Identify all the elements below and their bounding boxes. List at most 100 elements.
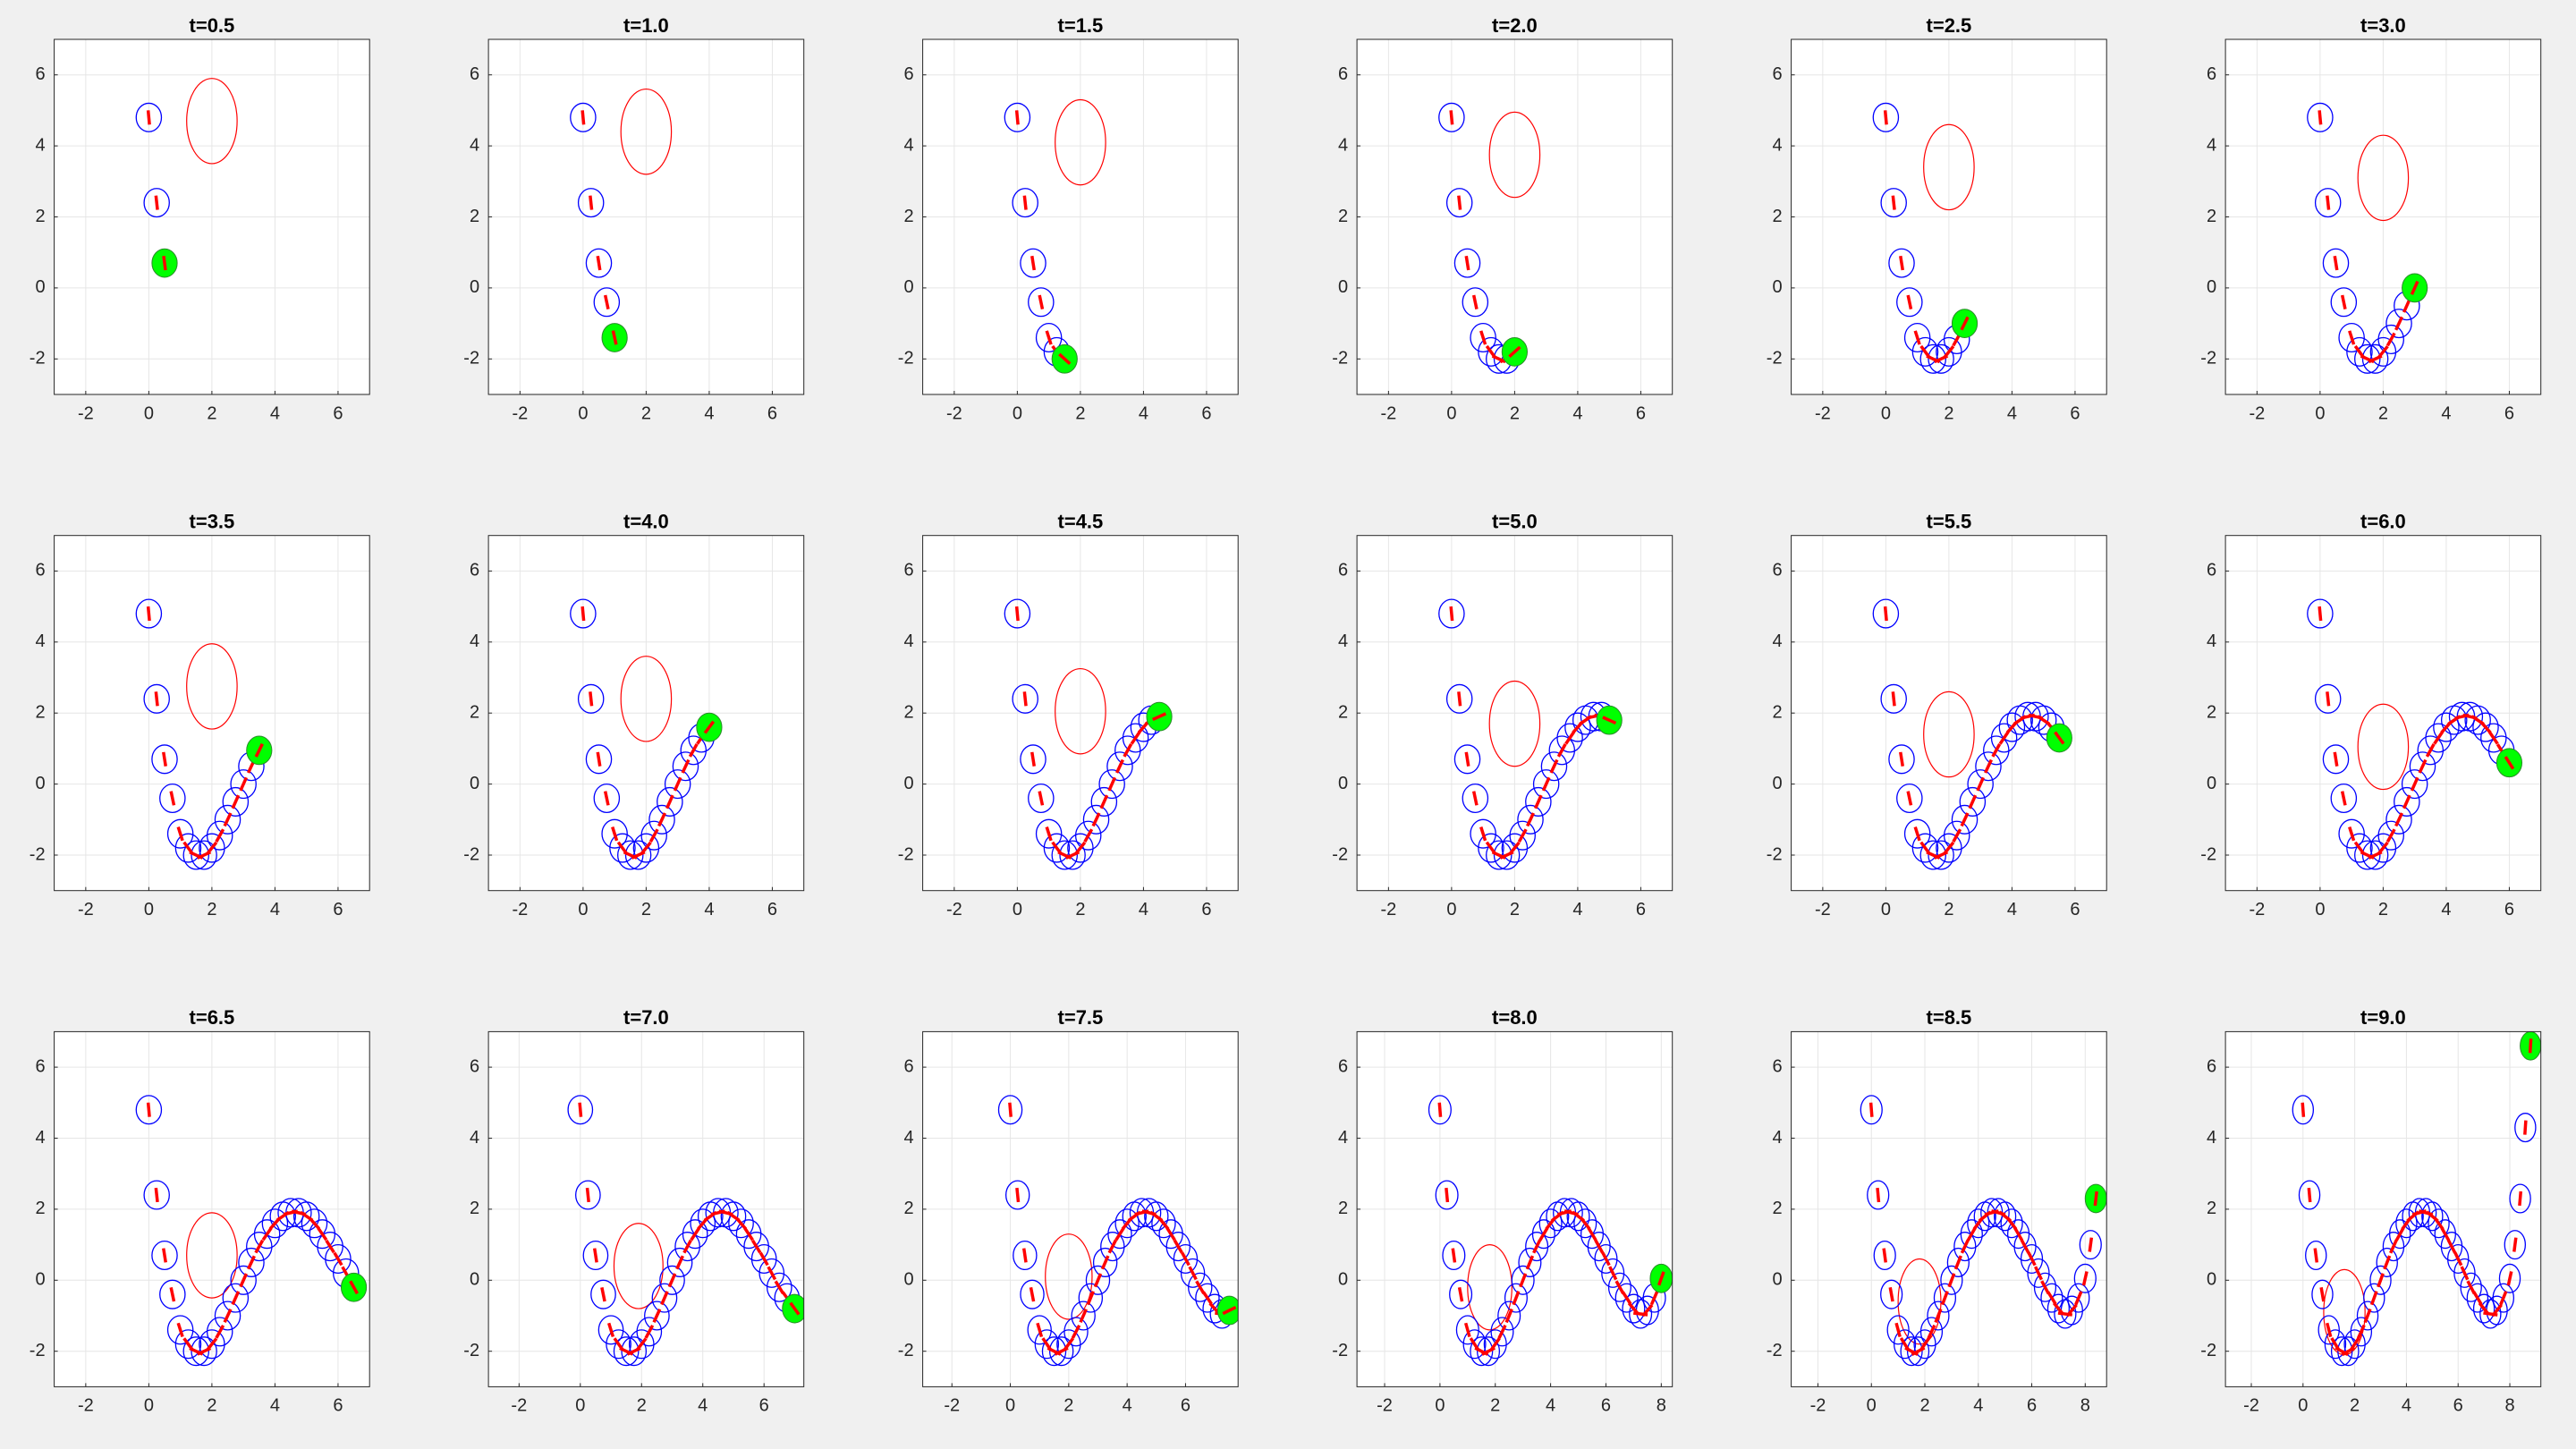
y-tick-label: 2 bbox=[2207, 1199, 2216, 1218]
y-tick-label: 2 bbox=[903, 702, 913, 722]
x-tick-label: -2 bbox=[946, 403, 962, 423]
y-tick-label: 4 bbox=[2207, 631, 2216, 651]
heading bbox=[774, 1280, 784, 1294]
robot-position bbox=[601, 818, 628, 849]
robot-position bbox=[2460, 1272, 2482, 1302]
heading bbox=[607, 1322, 615, 1338]
robot-position bbox=[570, 102, 597, 132]
y-tick-label: 0 bbox=[35, 277, 45, 297]
robot-position bbox=[1114, 735, 1141, 766]
heading bbox=[1883, 110, 1888, 125]
y-tick-label: 0 bbox=[903, 774, 913, 793]
robot-position bbox=[199, 1329, 225, 1360]
heading bbox=[1519, 1273, 1528, 1288]
robot-position bbox=[1896, 287, 1923, 318]
y-tick-label: 6 bbox=[1772, 1056, 1782, 1076]
robot-position bbox=[2046, 1293, 2071, 1324]
robot-position bbox=[1085, 1265, 1111, 1295]
subplot: t=1.0 -2 0 2 4 6 -2 0 2 4 6 bbox=[463, 14, 805, 423]
x-tick-label: 2 bbox=[1075, 900, 1085, 919]
robot-position bbox=[1188, 1272, 1213, 1302]
heading bbox=[223, 812, 233, 827]
subplot-title: t=9.0 bbox=[2360, 1006, 2406, 1029]
robot-position bbox=[2337, 1336, 2360, 1367]
y-tick-label: 4 bbox=[1772, 135, 1782, 155]
robot-position bbox=[1888, 744, 1915, 775]
heading bbox=[1157, 1216, 1170, 1231]
heading bbox=[2363, 1308, 2372, 1324]
subplot-title: t=7.0 bbox=[623, 1006, 669, 1029]
subplot: t=6.5 -2 0 2 4 6 -2 0 2 4 6 bbox=[30, 1006, 370, 1416]
robot-position bbox=[613, 1336, 640, 1367]
robot-position bbox=[2314, 188, 2342, 218]
heading bbox=[1014, 110, 1020, 125]
y-tick-label: 2 bbox=[1772, 207, 1782, 226]
x-tick-label: -2 bbox=[1380, 900, 1396, 919]
robot-position bbox=[1594, 1243, 1618, 1275]
axes-box bbox=[1356, 535, 1674, 892]
heading bbox=[1894, 1322, 1902, 1338]
robot-position bbox=[1867, 1180, 1890, 1210]
x-tick-label: 6 bbox=[333, 1396, 343, 1416]
heading bbox=[146, 110, 151, 125]
y-tick-label: 2 bbox=[2207, 207, 2216, 226]
y-tick-label: 6 bbox=[903, 64, 913, 84]
x-tick-label: 4 bbox=[1139, 403, 1148, 423]
y-tick-label: 6 bbox=[470, 1056, 479, 1076]
y-tick-label: -2 bbox=[898, 844, 914, 864]
x-tick-label: 6 bbox=[2070, 900, 2080, 919]
x-tick-label: 4 bbox=[2007, 403, 2017, 423]
heading bbox=[1030, 751, 1036, 767]
heading bbox=[1952, 828, 1962, 843]
x-tick-label: 4 bbox=[2402, 1396, 2411, 1416]
robot-position bbox=[1114, 1208, 1140, 1239]
robot-position bbox=[2305, 1240, 2327, 1271]
y-tick-label: 6 bbox=[1338, 561, 1348, 580]
y-tick-label: 0 bbox=[1772, 1270, 1782, 1290]
robot-position bbox=[1020, 1279, 1045, 1309]
robot-position bbox=[1144, 1201, 1169, 1232]
robot-position bbox=[1035, 322, 1063, 353]
robot-position bbox=[2073, 1263, 2097, 1293]
heading bbox=[2389, 1239, 2398, 1254]
axes-box bbox=[1791, 1030, 2107, 1387]
heading bbox=[308, 1216, 321, 1230]
y-tick-label: -2 bbox=[30, 844, 46, 864]
heading bbox=[2528, 1038, 2533, 1054]
heading bbox=[580, 606, 586, 622]
robot-position bbox=[2000, 1208, 2023, 1239]
x-tick-label: 6 bbox=[767, 900, 777, 919]
axes-box bbox=[54, 535, 370, 892]
heading bbox=[2349, 1337, 2360, 1352]
axes-box bbox=[1356, 1030, 1674, 1387]
heading bbox=[596, 751, 602, 767]
heading bbox=[2466, 1280, 2476, 1295]
x-tick-label: -2 bbox=[944, 1396, 960, 1416]
subplot: t=7.5 -2 0 2 4 6 -2 0 2 4 6 bbox=[898, 1006, 1239, 1416]
heading bbox=[2383, 1255, 2392, 1270]
robot-position bbox=[1020, 744, 1046, 775]
robot-position bbox=[2369, 833, 2397, 863]
robot-position bbox=[214, 804, 242, 835]
heading bbox=[1115, 758, 1124, 774]
heading bbox=[154, 1187, 159, 1203]
x-tick-label: 0 bbox=[578, 900, 588, 919]
subplot: t=3.0 -2 0 2 4 6 -2 0 2 4 6 bbox=[2200, 14, 2542, 423]
heading bbox=[1479, 330, 1487, 345]
heading bbox=[1021, 1248, 1028, 1263]
x-tick-label: 0 bbox=[1881, 900, 1891, 919]
robot-position bbox=[1943, 820, 1970, 851]
subplot-title: t=1.0 bbox=[623, 14, 669, 37]
robot-position bbox=[1151, 1208, 1176, 1239]
heading bbox=[1173, 1239, 1183, 1254]
heading bbox=[1123, 743, 1133, 758]
heading bbox=[1463, 1322, 1471, 1338]
heading bbox=[1038, 294, 1045, 309]
robot-position bbox=[1012, 683, 1038, 714]
heading bbox=[2472, 1291, 2483, 1305]
robot-position bbox=[644, 1301, 670, 1331]
y-tick-label: -2 bbox=[463, 844, 479, 864]
robot-position bbox=[2447, 1243, 2470, 1275]
y-tick-label: 4 bbox=[470, 135, 479, 155]
robot-position bbox=[758, 1258, 785, 1288]
